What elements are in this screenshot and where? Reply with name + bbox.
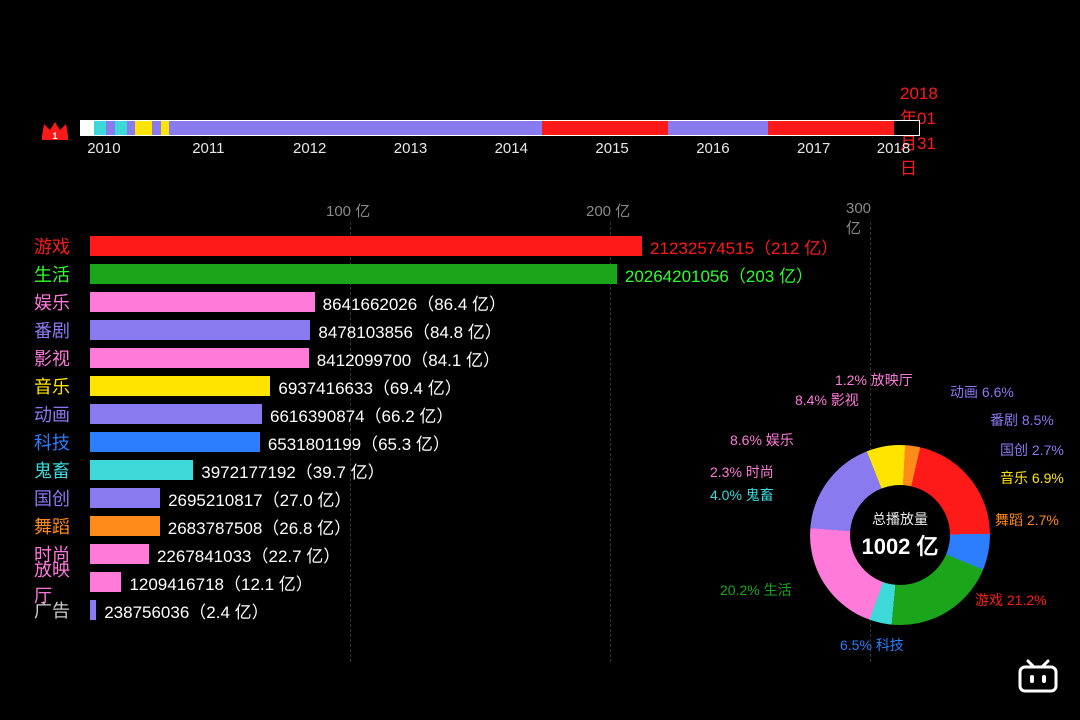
bar-rect bbox=[90, 488, 160, 508]
bar-category-label: 游戏 bbox=[30, 233, 86, 259]
donut-slice-label: 动画 6.6% bbox=[950, 382, 1014, 402]
donut-slice-label: 游戏 21.2% bbox=[975, 590, 1047, 610]
bar-rect bbox=[90, 432, 260, 452]
bar-category-label: 生活 bbox=[30, 261, 86, 287]
bar-value-label: 8478103856（84.8 亿） bbox=[318, 318, 501, 343]
bar-value-label: 1209416718（12.1 亿） bbox=[129, 570, 312, 595]
donut-slice-label: 4.0% 鬼畜 bbox=[710, 485, 774, 505]
timeline: 2018年01月31日 2010201120122013201420152016… bbox=[80, 120, 920, 156]
bar-rect bbox=[90, 236, 642, 256]
timeline-segment bbox=[94, 121, 107, 135]
bar-rect bbox=[90, 376, 270, 396]
bar-rect bbox=[90, 516, 160, 536]
donut-center-value: 1002 亿 bbox=[861, 529, 938, 561]
bar-value-label: 6937416633（69.4 亿） bbox=[278, 374, 461, 399]
donut-slice-label: 8.4% 影视 bbox=[795, 390, 859, 410]
bar-category-label: 音乐 bbox=[30, 373, 86, 399]
timeline-year-tick: 2015 bbox=[595, 140, 628, 157]
donut-slice-label: 8.6% 娱乐 bbox=[730, 430, 794, 450]
bar-rect bbox=[90, 348, 309, 368]
timeline-segment bbox=[81, 121, 94, 135]
donut-slice-label: 番剧 8.5% bbox=[990, 410, 1054, 430]
bar-rect bbox=[90, 544, 149, 564]
bar-value-label: 238756036（2.4 亿） bbox=[104, 598, 268, 623]
donut-slice-label: 舞蹈 2.7% bbox=[995, 510, 1059, 530]
bar-value-label: 2267841033（22.7 亿） bbox=[157, 542, 340, 567]
timeline-year-tick: 2011 bbox=[192, 140, 224, 157]
bar-rect bbox=[90, 264, 617, 284]
timeline-segment bbox=[106, 121, 114, 135]
donut-slice-label: 音乐 6.9% bbox=[1000, 468, 1064, 488]
timeline-segment bbox=[169, 121, 542, 135]
grid-label: 200 亿 bbox=[586, 200, 630, 221]
donut-slice-label: 20.2% 生活 bbox=[720, 580, 792, 600]
timeline-segment bbox=[135, 121, 152, 135]
bar-category-label: 娱乐 bbox=[30, 289, 86, 315]
bar-rect bbox=[90, 404, 262, 424]
timeline-segment bbox=[542, 121, 668, 135]
donut-slice-label: 2.3% 时尚 bbox=[710, 462, 774, 482]
timeline-segment bbox=[894, 121, 919, 135]
bar-category-label: 科技 bbox=[30, 429, 86, 455]
bar-value-label: 20264201056（203 亿） bbox=[625, 262, 813, 287]
bilibili-tv-icon bbox=[1016, 659, 1060, 700]
timeline-year-tick: 2012 bbox=[293, 140, 326, 157]
timeline-year-tick: 2010 bbox=[87, 140, 120, 157]
bar-row: 游戏 21232574515（212 亿） bbox=[30, 232, 1030, 260]
donut-slice-label: 1.2% 放映厅 bbox=[835, 370, 913, 390]
bar-rect bbox=[90, 292, 315, 312]
timeline-year-tick: 2016 bbox=[696, 140, 729, 157]
bar-row: 影视 8412099700（84.1 亿） bbox=[30, 344, 1030, 372]
bar-rect bbox=[90, 600, 96, 620]
bar-rect bbox=[90, 460, 193, 480]
bar-row: 番剧 8478103856（84.8 亿） bbox=[30, 316, 1030, 344]
bar-rect bbox=[90, 320, 310, 340]
bar-category-label: 国创 bbox=[30, 485, 86, 511]
timeline-segment bbox=[668, 121, 769, 135]
donut-slice-label: 6.5% 科技 bbox=[840, 635, 904, 655]
bar-category-label: 影视 bbox=[30, 345, 86, 371]
donut-center-title: 总播放量 bbox=[872, 509, 928, 529]
timeline-segment bbox=[161, 121, 169, 135]
grid-label: 100 亿 bbox=[326, 200, 370, 221]
timeline-year-tick: 2014 bbox=[495, 140, 528, 157]
bar-value-label: 2695210817（27.0 亿） bbox=[168, 486, 351, 511]
donut-chart: 总播放量 1002 亿 1.2% 放映厅8.4% 影视动画 6.6%8.6% 娱… bbox=[740, 400, 1060, 700]
donut-center: 总播放量 1002 亿 bbox=[850, 485, 950, 585]
bar-category-label: 动画 bbox=[30, 401, 86, 427]
bar-value-label: 6531801199（65.3 亿） bbox=[268, 430, 450, 455]
timeline-segment bbox=[127, 121, 135, 135]
bar-category-label: 广告 bbox=[30, 597, 86, 623]
bar-row: 娱乐 8641662026（86.4 亿） bbox=[30, 288, 1030, 316]
bar-category-label: 鬼畜 bbox=[30, 457, 86, 483]
timeline-segment bbox=[768, 121, 894, 135]
donut-slice-label: 国创 2.7% bbox=[1000, 440, 1064, 460]
timeline-year-tick: 2013 bbox=[394, 140, 427, 157]
bar-value-label: 8641662026（86.4 亿） bbox=[323, 290, 506, 315]
bar-category-label: 番剧 bbox=[30, 317, 86, 343]
rank-crown-icon: 1 bbox=[40, 118, 70, 142]
timeline-year-tick: 2018 bbox=[877, 140, 910, 157]
bar-category-label: 舞蹈 bbox=[30, 513, 86, 539]
timeline-year-tick: 2017 bbox=[797, 140, 830, 157]
bar-value-label: 3972177192（39.7 亿） bbox=[201, 458, 384, 483]
timeline-segment bbox=[115, 121, 128, 135]
svg-text:1: 1 bbox=[52, 131, 57, 141]
bar-row: 生活 20264201056（203 亿） bbox=[30, 260, 1030, 288]
timeline-bar[interactable] bbox=[80, 120, 920, 136]
timeline-year-ticks: 2010 2011 2012 2013 2014 2015 2016 2017 2018 bbox=[80, 136, 920, 156]
bar-value-label: 2683787508（26.8 亿） bbox=[168, 514, 351, 539]
bar-rect bbox=[90, 572, 121, 592]
bar-value-label: 6616390874（66.2 亿） bbox=[270, 402, 453, 427]
timeline-segment bbox=[152, 121, 160, 135]
bar-value-label: 8412099700（84.1 亿） bbox=[317, 346, 500, 371]
bar-value-label: 21232574515（212 亿） bbox=[650, 234, 838, 259]
